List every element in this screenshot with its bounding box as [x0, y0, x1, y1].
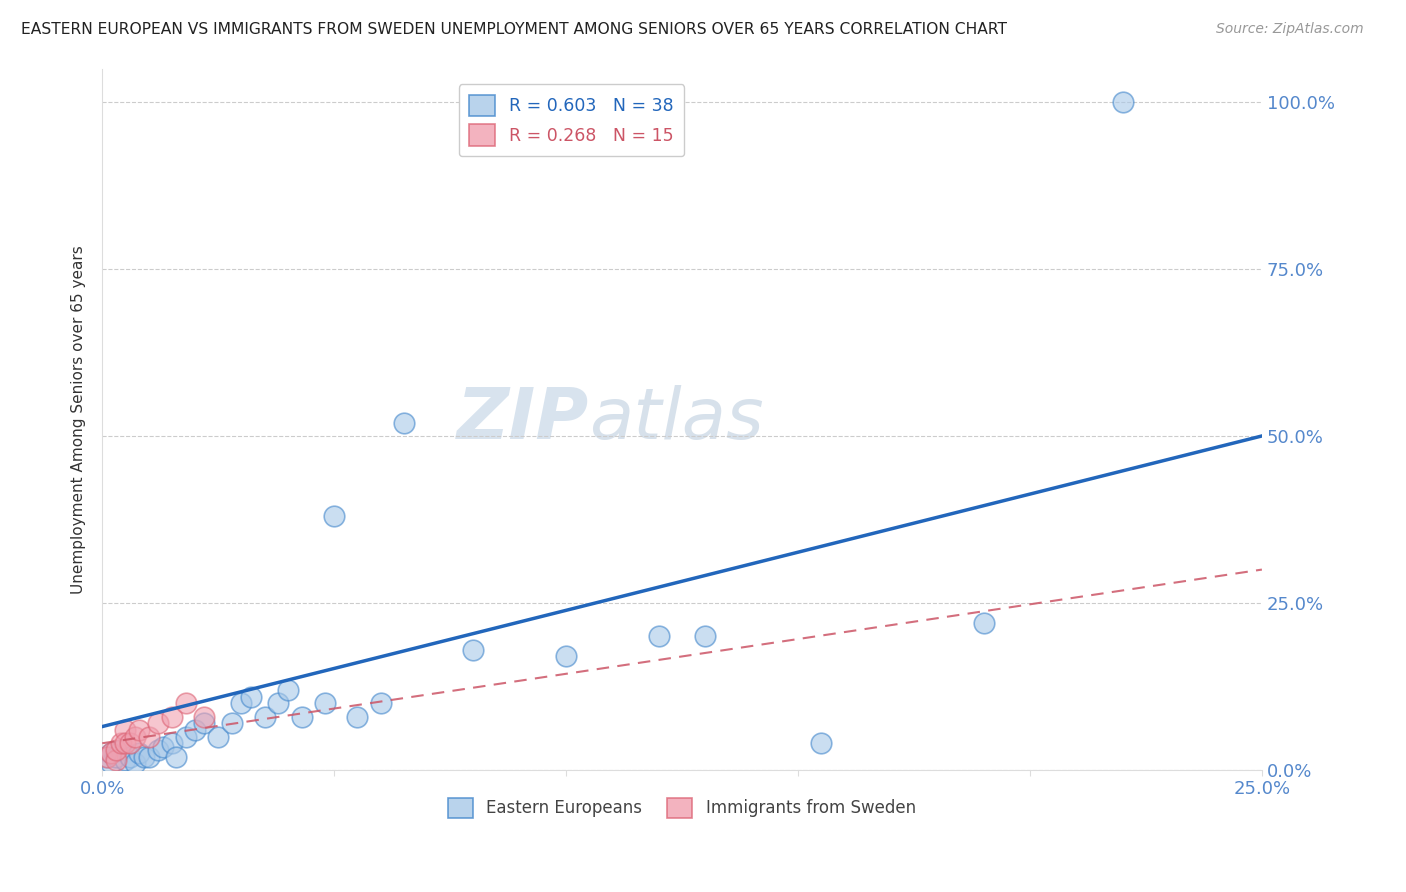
Y-axis label: Unemployment Among Seniors over 65 years: Unemployment Among Seniors over 65 years	[72, 245, 86, 594]
Point	[110, 736, 132, 750]
Text: atlas: atlas	[589, 384, 763, 454]
Point	[253, 709, 276, 723]
Point	[277, 682, 299, 697]
Point	[124, 730, 146, 744]
Point	[124, 756, 146, 771]
Text: Source: ZipAtlas.com: Source: ZipAtlas.com	[1216, 22, 1364, 37]
Point	[138, 749, 160, 764]
Point	[174, 696, 197, 710]
Point	[314, 696, 336, 710]
Point	[138, 730, 160, 744]
Point	[555, 649, 578, 664]
Point	[648, 629, 671, 643]
Point	[463, 642, 485, 657]
Point	[207, 730, 229, 744]
Point	[128, 723, 150, 737]
Point	[695, 629, 717, 643]
Point	[193, 709, 215, 723]
Point	[392, 416, 415, 430]
Text: EASTERN EUROPEAN VS IMMIGRANTS FROM SWEDEN UNEMPLOYMENT AMONG SENIORS OVER 65 YE: EASTERN EUROPEAN VS IMMIGRANTS FROM SWED…	[21, 22, 1007, 37]
Point	[118, 736, 141, 750]
Point	[105, 749, 128, 764]
Point	[160, 709, 183, 723]
Point	[810, 736, 832, 750]
Point	[100, 747, 122, 761]
Point	[174, 730, 197, 744]
Point	[96, 749, 118, 764]
Point	[221, 716, 243, 731]
Text: ZIP: ZIP	[457, 384, 589, 454]
Point	[160, 736, 183, 750]
Point	[370, 696, 392, 710]
Point	[1112, 95, 1135, 109]
Point	[100, 747, 122, 761]
Point	[128, 747, 150, 761]
Point	[973, 615, 995, 630]
Point	[114, 753, 136, 767]
Point	[193, 716, 215, 731]
Legend: Eastern Europeans, Immigrants from Sweden: Eastern Europeans, Immigrants from Swede…	[441, 791, 922, 825]
Point	[100, 756, 122, 771]
Point	[96, 749, 118, 764]
Point	[105, 753, 128, 767]
Point	[105, 743, 128, 757]
Point	[146, 743, 169, 757]
Point	[152, 739, 174, 754]
Point	[165, 749, 187, 764]
Point	[118, 749, 141, 764]
Point	[291, 709, 314, 723]
Point	[346, 709, 368, 723]
Point	[267, 696, 290, 710]
Point	[239, 690, 262, 704]
Point	[231, 696, 253, 710]
Point	[114, 723, 136, 737]
Point	[114, 736, 136, 750]
Point	[184, 723, 207, 737]
Point	[323, 509, 346, 524]
Point	[132, 749, 155, 764]
Point	[146, 716, 169, 731]
Point	[110, 743, 132, 757]
